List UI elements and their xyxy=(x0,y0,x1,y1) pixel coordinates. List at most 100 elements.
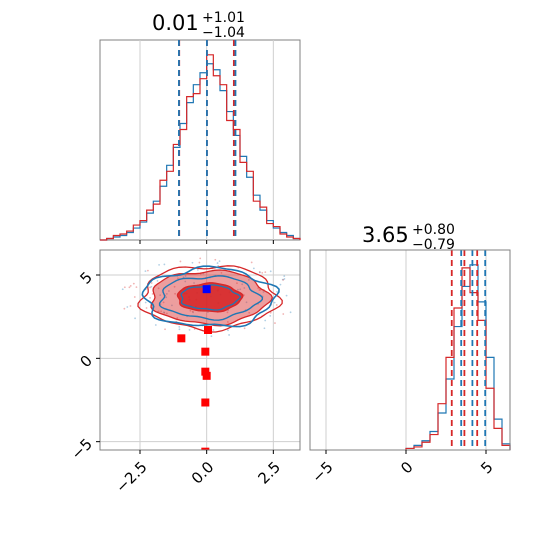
x-tick-label: −2.5 xyxy=(112,458,150,496)
scatter-point xyxy=(157,310,160,313)
scatter-point xyxy=(182,276,185,279)
panel-title: 0.01 +1.01 −1.04 xyxy=(152,10,245,41)
y-tick-label: 5 xyxy=(77,268,96,287)
scatter-point xyxy=(217,264,220,267)
scatter-point xyxy=(184,280,187,283)
scatter-point xyxy=(289,311,292,314)
x-tick-label: −5 xyxy=(308,458,336,486)
scatter-point xyxy=(248,311,251,314)
scatter-point xyxy=(269,314,272,317)
scatter-point xyxy=(192,311,195,314)
red-marker xyxy=(201,347,210,356)
scatter-point xyxy=(247,278,250,281)
scatter-point xyxy=(210,335,213,338)
scatter-point xyxy=(258,289,261,291)
scatter-point xyxy=(179,260,182,263)
scatter-point xyxy=(218,260,221,263)
histogram-step xyxy=(100,54,301,241)
x-tick-label: 5 xyxy=(477,458,496,477)
contour-level-inner xyxy=(176,282,244,313)
x-tick-label: 0 xyxy=(397,458,416,477)
scatter-point xyxy=(121,288,124,291)
scatter-point xyxy=(283,278,286,280)
scatter-point xyxy=(178,325,181,328)
title-median: 0.01 xyxy=(152,11,199,35)
scatter-point xyxy=(283,275,286,278)
scatter-point xyxy=(193,282,195,284)
scatter-point xyxy=(165,293,168,295)
scatter-point xyxy=(276,290,278,293)
blue-marker xyxy=(202,285,211,294)
contour-panel: −2.5 0.0 2.5 −5 0 5 xyxy=(68,249,301,497)
scatter-point xyxy=(214,258,217,261)
panel-frame xyxy=(99,249,301,451)
red-marker xyxy=(202,371,211,380)
quantile-lines xyxy=(178,40,237,240)
scatter-point xyxy=(199,257,202,260)
scatter-point xyxy=(157,287,160,290)
scatter-point xyxy=(279,283,282,286)
scatter-point xyxy=(171,304,173,307)
red-marker xyxy=(201,367,210,376)
scatter-point xyxy=(188,329,191,331)
scatter-point xyxy=(165,312,168,315)
scatter-point xyxy=(198,261,201,264)
scatter-point xyxy=(269,311,272,314)
quantile-lines xyxy=(450,250,487,450)
scatter-point xyxy=(196,268,199,271)
scatter-point xyxy=(243,327,246,330)
scatter-point xyxy=(129,305,132,307)
tick-marks xyxy=(96,274,274,454)
scatter-point xyxy=(243,287,246,289)
title-median: 3.65 xyxy=(362,223,409,247)
scatter-point xyxy=(241,283,244,286)
scatter-point xyxy=(259,271,261,274)
contour-levels xyxy=(137,265,283,333)
scatter-point xyxy=(262,291,265,293)
scatter-point xyxy=(151,293,154,295)
title-minus: −1.04 xyxy=(202,25,245,41)
x-tick-labels: −2.5 0.0 2.5 xyxy=(112,458,284,496)
scatter-point xyxy=(273,301,276,304)
scatter-point xyxy=(173,285,176,288)
x-tick-label: 0.0 xyxy=(188,458,218,488)
scatter-point xyxy=(191,310,194,313)
scatter-point xyxy=(146,269,149,272)
scatter-point xyxy=(236,282,238,285)
scatter-point xyxy=(275,304,278,306)
scatter-point xyxy=(162,301,165,304)
y-tick-labels: −5 0 5 xyxy=(68,268,96,463)
scatter-point xyxy=(184,275,187,277)
scatter-point xyxy=(126,306,129,308)
title-minus: −0.79 xyxy=(412,237,455,253)
scatter-point xyxy=(156,280,159,282)
scatter-point xyxy=(250,261,253,264)
x-tick-labels: −5 0 5 xyxy=(308,458,496,486)
red-marker xyxy=(204,326,212,334)
scatter-point xyxy=(239,288,242,291)
scatter-point xyxy=(163,311,165,314)
scatter-point xyxy=(144,301,147,304)
red-marker xyxy=(177,334,186,343)
scatter-point xyxy=(274,322,276,324)
histogram-panel-y: −5 0 5 3.65 +0.80 −0.79 xyxy=(308,222,511,486)
scatter-point xyxy=(158,263,160,266)
scatter-point xyxy=(176,317,179,319)
scatter-point xyxy=(132,282,135,285)
point-markers xyxy=(177,285,212,450)
contour-outline-blue-core xyxy=(180,284,241,311)
scatter-point xyxy=(264,271,267,274)
y-tick-label: 0 xyxy=(77,352,96,371)
panel-title: 3.65 +0.80 −0.79 xyxy=(362,222,455,253)
scatter-point xyxy=(163,263,166,266)
histogram-panel-x: 0.01 +1.01 −1.04 xyxy=(99,10,301,244)
scatter-point xyxy=(178,328,181,331)
scatter-point xyxy=(159,294,162,296)
scatter-point xyxy=(165,296,168,299)
scatter-point xyxy=(135,286,138,288)
scatter-point xyxy=(264,319,267,322)
x-tick-label: 2.5 xyxy=(254,458,284,488)
scatter-point xyxy=(263,327,266,330)
scatter-point xyxy=(163,311,166,314)
